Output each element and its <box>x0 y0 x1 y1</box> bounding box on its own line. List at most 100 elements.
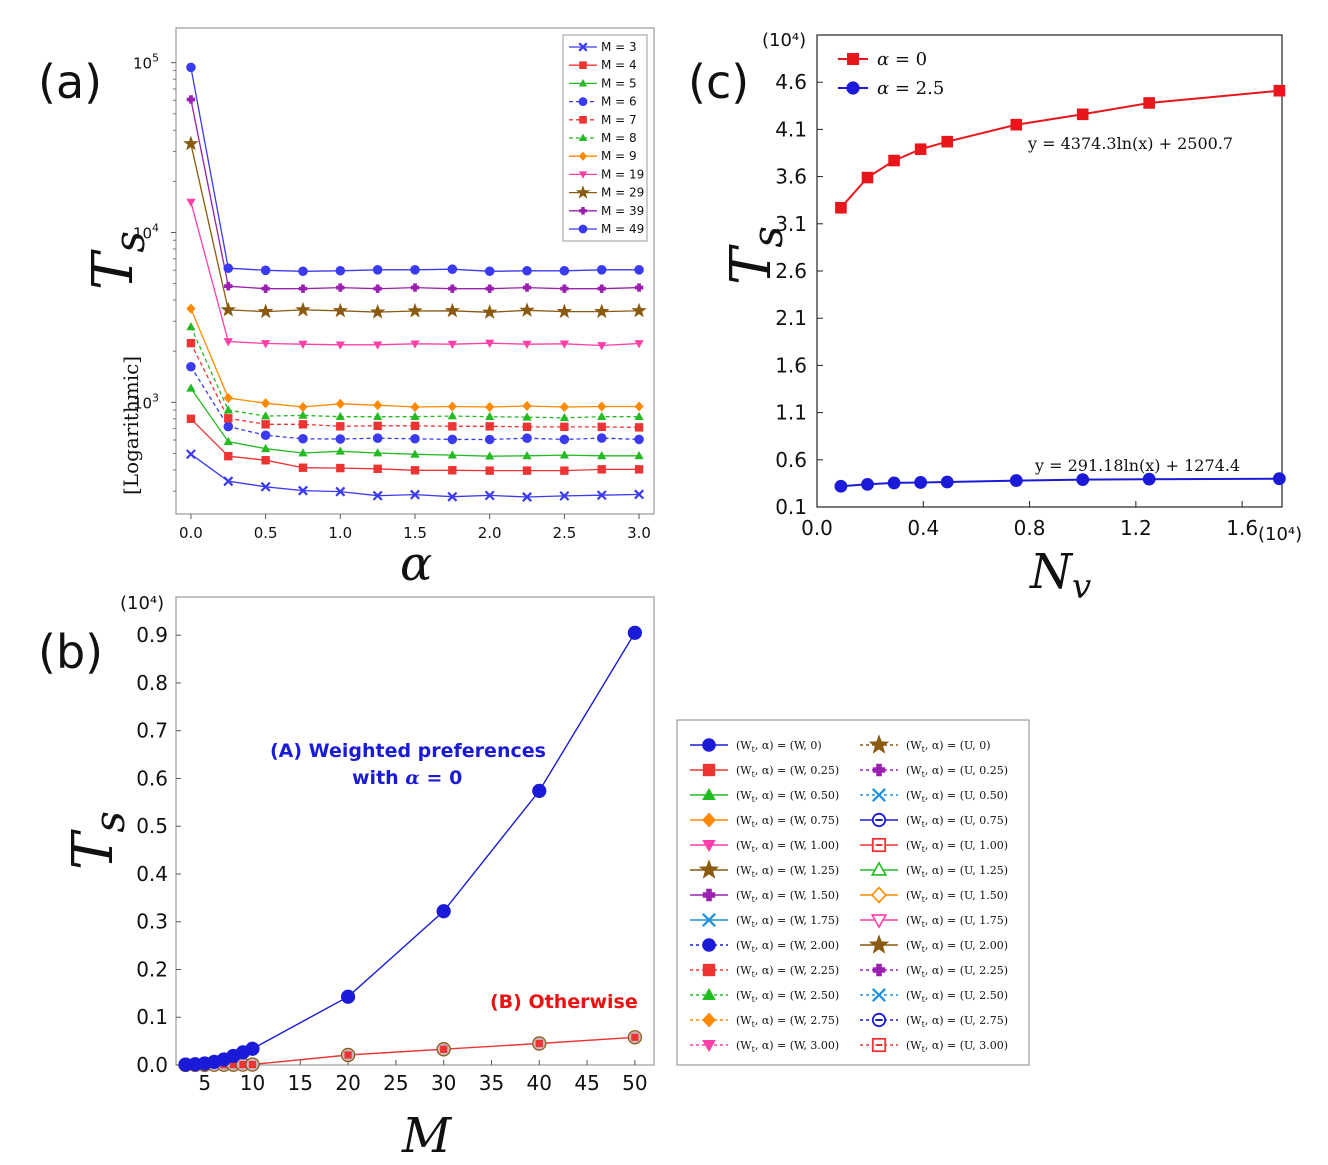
panel-a-point-shape <box>223 392 233 404</box>
panel-a-point <box>522 400 532 411</box>
panel-a-point <box>298 402 308 413</box>
panel-a-ylabel: Ts <box>81 231 154 290</box>
panel-b-legend-col1-marker-shape <box>702 987 716 1000</box>
panel-a-point-shape <box>597 342 607 351</box>
panel-a-xlabel: α <box>400 536 432 592</box>
panel-a-point-shape <box>373 341 383 350</box>
panel-c-point <box>1143 97 1155 109</box>
panel-a-point <box>631 302 647 318</box>
panel-c-annotation-fit-1: y = 4374.3ln(x) + 2500.7 <box>1027 134 1233 153</box>
panel-a-legend-marker <box>578 171 588 179</box>
panel-c-point <box>835 201 847 214</box>
panel-a-point <box>634 401 644 412</box>
panel-a-point-shape <box>224 414 233 423</box>
panel-a-point-shape <box>410 340 420 349</box>
panel-a-ytick-label: 105 <box>133 52 159 73</box>
panel-b-ytick-label: 0.7 <box>136 719 168 743</box>
panel-a-point <box>410 433 420 444</box>
panel-a-point-shape <box>634 283 644 292</box>
panel-a-point-shape <box>597 451 607 460</box>
panel-a-point-shape <box>484 490 495 501</box>
panel-a-point-shape <box>186 361 196 372</box>
panel-b-legend-col2-marker-shape <box>872 788 886 802</box>
panel-a-point-shape <box>185 449 196 460</box>
panel-a-point <box>298 433 308 444</box>
panel-b-legend-col1-label: (Wt, α) = (W, 2.75) <box>736 1014 839 1029</box>
panel-a-legend-marker-shape <box>575 185 591 199</box>
panel-a-point-shape <box>410 421 420 431</box>
panel-a-point <box>447 340 457 350</box>
panel-a-point <box>335 265 346 276</box>
panel-c-point <box>1273 84 1286 97</box>
panel-a-point <box>597 465 606 474</box>
panel-b-xtick-label: 45 <box>574 1071 599 1095</box>
panel-b-series <box>178 625 643 1073</box>
panel-b-legend-col1-marker <box>702 1012 716 1028</box>
panel-c-point-shape <box>861 171 874 184</box>
panel-b-legend-col1-marker-shape <box>702 888 716 902</box>
panel-b-legend-col2-marker <box>871 812 887 828</box>
panel-a-point <box>224 414 233 423</box>
panel-a-point <box>186 383 196 392</box>
panel-a-point-shape <box>261 340 271 349</box>
panel-b-legend-col2-label: (Wt, α) = (U, 1.50) <box>906 889 1008 904</box>
panel-a-ytick-label: 104 <box>133 221 159 242</box>
panel-b-point-shape <box>344 1051 352 1059</box>
panel-a-point <box>410 449 420 458</box>
panel-c-xtick-label: 0.0 <box>801 516 833 540</box>
panel-a-point <box>410 340 420 349</box>
panel-b-legend-col2-marker <box>868 734 890 754</box>
panel-a-legend-marker <box>579 207 587 215</box>
panel-a-point <box>522 340 532 350</box>
panel-a-point <box>261 456 270 465</box>
panel-b-xtick-label: 30 <box>431 1071 456 1095</box>
panel-a-point-shape <box>186 95 196 104</box>
panel-b-legend-col1-marker-shape <box>702 1012 716 1028</box>
panel-c-ytick-label: 1.1 <box>775 401 807 425</box>
panel-b-xtick-label: 35 <box>479 1071 504 1095</box>
panel-a-point-shape <box>261 411 271 420</box>
panel-c-point <box>1142 472 1156 486</box>
panel-b-legend-col1-marker-shape <box>702 812 716 828</box>
panel-a-point <box>559 490 570 501</box>
panel-a-point-shape <box>373 421 382 431</box>
panel-a-point-shape <box>485 339 495 349</box>
panel-b-legend-col2-marker <box>872 788 886 802</box>
panel-a-point <box>634 265 644 275</box>
panel-c-point-shape <box>888 154 900 167</box>
panel-a-xtick-label: 0.5 <box>254 524 278 542</box>
panel-a-point <box>373 448 383 457</box>
panel-c-ytick-label: 2.1 <box>775 306 807 330</box>
panel-a-point-shape <box>634 340 644 349</box>
panel-c-point-shape <box>1143 97 1155 109</box>
panel-a-point <box>220 301 236 317</box>
panel-a-scale-note: [Logarithmic] <box>119 356 143 495</box>
panel-a-point <box>373 341 383 350</box>
panel-a-legend-label: M = 4 <box>601 58 637 72</box>
panel-a-point <box>410 489 420 500</box>
panel-b-legend-col1-label: (Wt, α) = (W, 0.50) <box>736 789 839 804</box>
panel-b-legend-col2-label: (Wt, α) = (U, 3.00) <box>906 1039 1008 1054</box>
panel-c-legend-marker-shape <box>847 53 859 65</box>
panel-a-point-shape <box>596 265 607 275</box>
panel-a-legend-label: M = 29 <box>601 186 644 200</box>
panel-c-legend-label: α = 0 <box>877 49 927 70</box>
panel-c-point <box>861 171 874 184</box>
panel-a-point-shape <box>634 411 644 421</box>
panel-b-legend-col1-label: (Wt, α) = (W, 1.00) <box>736 839 839 854</box>
panel-b-legend-col2-marker-shape <box>871 886 887 904</box>
panel-c-point-shape <box>1273 84 1286 97</box>
panel-a-point <box>257 303 274 319</box>
panel-b-legend-col2-marker <box>871 837 887 853</box>
panel-a-series <box>183 62 647 502</box>
panel-a-legend-marker <box>575 185 591 199</box>
panel-a-point <box>448 466 457 475</box>
panel-a-point <box>332 302 348 318</box>
panel-a-legend-marker <box>578 133 588 142</box>
panel-a-point <box>444 302 460 318</box>
panel-c-point-shape <box>914 476 928 489</box>
panel-a-point <box>634 423 644 432</box>
panel-b-legend-col1-marker <box>702 1040 716 1053</box>
panel-a-point <box>260 481 271 492</box>
panel-a-point <box>223 405 233 414</box>
